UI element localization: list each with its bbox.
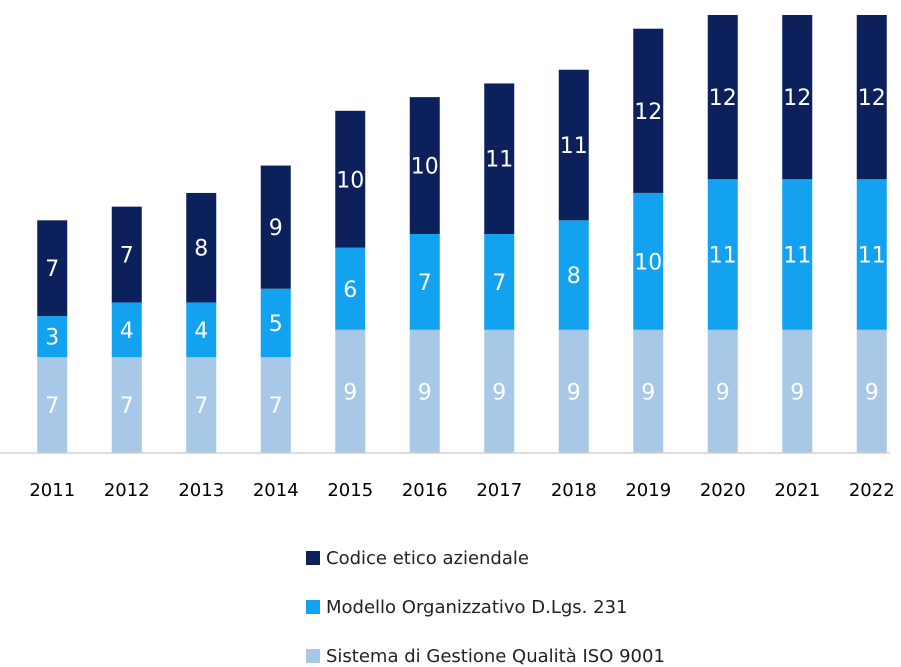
bar-segment [484, 234, 515, 330]
data-label: 6 [343, 278, 357, 303]
data-label: 7 [194, 394, 208, 419]
bar-segment [186, 357, 217, 453]
bar-segment [782, 329, 813, 453]
x-tick-label: 2019 [625, 480, 671, 501]
bar-segment [37, 316, 68, 358]
data-label: 9 [641, 380, 655, 405]
bar-segment [707, 179, 738, 330]
bar-segment [260, 165, 291, 289]
bar-segment [856, 179, 887, 330]
data-label: 5 [269, 312, 283, 337]
data-label: 8 [567, 264, 581, 289]
data-label: 9 [492, 380, 506, 405]
bar-segment [335, 247, 366, 330]
data-label: 7 [45, 257, 59, 282]
bar-segment [335, 110, 366, 248]
bar-segment [856, 15, 887, 180]
legend-swatch [306, 600, 320, 614]
data-label: 9 [790, 380, 804, 405]
data-label: 9 [418, 380, 432, 405]
data-label: 9 [269, 216, 283, 241]
legend-label: Modello Organizzativo D.Lgs. 231 [326, 597, 627, 618]
data-label: 12 [709, 86, 737, 111]
data-label: 7 [269, 394, 283, 419]
data-label: 7 [45, 394, 59, 419]
data-label: 11 [560, 134, 588, 159]
data-label: 10 [336, 168, 364, 193]
legend-label: Sistema di Gestione Qualità ISO 9001 [326, 646, 665, 667]
data-label: 11 [709, 244, 737, 269]
bar-segment [782, 179, 813, 330]
x-tick-label: 2013 [178, 480, 224, 501]
bar-segment [707, 329, 738, 453]
bar-segment [633, 192, 664, 330]
bar-segment [782, 15, 813, 180]
x-tick-label: 2014 [253, 480, 299, 501]
data-label: 11 [858, 244, 886, 269]
bar-segment [558, 69, 589, 221]
bar-segment [409, 329, 440, 453]
legend-label: Codice etico aziendale [326, 548, 529, 569]
data-label: 4 [120, 319, 134, 344]
bar-segment [633, 28, 664, 193]
bar-segment [558, 220, 589, 330]
data-label: 7 [120, 394, 134, 419]
bar-segment [111, 302, 142, 358]
data-label: 9 [865, 380, 879, 405]
bar-segment [186, 192, 217, 303]
x-tick-label: 2011 [29, 480, 75, 501]
bar-segment [37, 220, 68, 317]
data-label: 12 [858, 86, 886, 111]
data-label: 8 [194, 237, 208, 262]
data-label: 11 [783, 244, 811, 269]
data-label: 12 [783, 86, 811, 111]
bar-segment [856, 329, 887, 453]
bar-segment [260, 288, 291, 358]
bar-segment [409, 234, 440, 330]
bar-segment [260, 357, 291, 453]
bar-segment [186, 302, 217, 358]
bar-segment [707, 15, 738, 180]
bar-segment [111, 357, 142, 453]
data-label: 9 [716, 380, 730, 405]
bar-segment [633, 329, 664, 453]
x-tick-label: 2016 [402, 480, 448, 501]
data-label: 7 [418, 271, 432, 296]
x-tick-label: 2015 [327, 480, 373, 501]
data-label: 3 [45, 326, 59, 351]
x-tick-label: 2012 [104, 480, 150, 501]
x-tick-label: 2021 [774, 480, 820, 501]
data-label: 10 [411, 155, 439, 180]
legend-swatch [306, 649, 320, 663]
bar-segment [37, 357, 68, 453]
x-tick-label: 2022 [849, 480, 895, 501]
x-tick-label: 2020 [700, 480, 746, 501]
data-label: 7 [120, 244, 134, 269]
data-label: 9 [567, 380, 581, 405]
data-label: 9 [343, 380, 357, 405]
legend-swatch [306, 551, 320, 565]
bar-segment [484, 329, 515, 453]
x-tick-label: 2017 [476, 480, 522, 501]
bar-segment [484, 83, 515, 234]
data-label: 11 [485, 148, 513, 173]
bar-segment [335, 329, 366, 453]
data-label: 10 [634, 250, 662, 275]
bar-segment [111, 206, 142, 303]
bar-segment [558, 329, 589, 453]
data-label: 4 [194, 319, 208, 344]
data-label: 7 [492, 271, 506, 296]
bar-segment [409, 97, 440, 234]
x-tick-label: 2018 [551, 480, 597, 501]
data-label: 12 [634, 100, 662, 125]
